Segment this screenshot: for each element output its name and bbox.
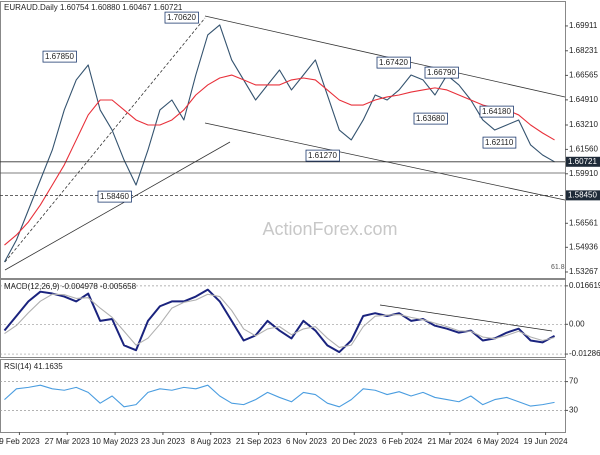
y-tick-label: 70	[569, 377, 578, 386]
annotation-box	[424, 66, 459, 79]
series-line	[4, 384, 555, 408]
chart-header: EURAUD.Daily 1.60754 1.60880 1.60467 1.6…	[4, 3, 183, 12]
panel-title: RSI(14) 41.1635	[4, 362, 63, 371]
series-line	[4, 293, 555, 348]
annotation-label: 1.64180	[482, 107, 511, 116]
annotation: 1.67850	[42, 50, 77, 63]
annotation-label: 1.66790	[427, 68, 456, 77]
y-tick-label: 1.66565	[569, 71, 598, 80]
channel-upper	[204, 15, 566, 98]
annotation: 61.8	[551, 264, 565, 271]
annotation: 1.70620	[164, 11, 199, 24]
y-tick-label: 1.59910	[569, 169, 598, 178]
rsi-panel	[0, 359, 566, 433]
x-tick-label: 6 Feb 2024	[382, 437, 423, 446]
series-line	[4, 74, 555, 246]
y-tick-label: 1.68231	[569, 46, 598, 55]
annotation: 1.64180	[479, 105, 514, 118]
y-tick-label: 1.54936	[569, 242, 598, 251]
price-panel	[0, 1, 566, 279]
price-label: 1.60721	[568, 157, 597, 166]
annotation-box	[164, 11, 199, 24]
x-tick-label: 10 May 2023	[92, 437, 139, 446]
y-tick-label: 0.016619	[569, 281, 600, 290]
annotation-label: 1.63680	[416, 114, 445, 123]
annotation-box	[482, 136, 517, 149]
macd-panel	[0, 279, 566, 358]
annotation-label: 1.62110	[485, 138, 514, 147]
annotation-box	[413, 112, 448, 125]
annotation-label: 61.8	[551, 264, 565, 271]
annotation: 1.61270	[305, 149, 340, 162]
x-tick-label: 21 Sep 2023	[236, 437, 282, 446]
watermark: ActionForex.com	[262, 219, 397, 239]
x-tick-label: 23 Jun 2023	[141, 437, 186, 446]
annotation-label: 1.67420	[379, 58, 408, 67]
annotation-box	[97, 190, 132, 203]
x-tick-label: 6 Nov 2023	[286, 437, 327, 446]
y-tick-label: 30	[569, 406, 578, 415]
annotation: 1.67420	[376, 56, 411, 69]
annotation-label: 1.67850	[45, 52, 74, 61]
annotation: 1.58460	[97, 190, 132, 203]
x-tick-label: 20 Dec 2023	[332, 437, 378, 446]
y-tick-label: 1.53267	[569, 267, 598, 276]
annotation: 1.62110	[482, 136, 517, 149]
y-tick-label: 1.64910	[569, 95, 598, 104]
y-tick-label: 1.63210	[569, 120, 598, 129]
price-label-box	[566, 190, 600, 201]
x-tick-label: 21 Mar 2024	[427, 437, 472, 446]
x-tick-label: 8 Aug 2023	[191, 437, 232, 446]
annotation: 1.66790	[424, 66, 459, 79]
panel-title: MACD(12,26,9) -0.004978 -0.005658	[4, 282, 137, 291]
annotation: 1.63680	[413, 112, 448, 125]
y-tick-label: 1.69911	[569, 21, 598, 30]
annotation-label: 1.70620	[167, 13, 196, 22]
annotation-box	[376, 56, 411, 69]
y-tick-label: -0.012864	[569, 349, 600, 358]
y-tick-label: 1.61560	[569, 144, 598, 153]
x-tick-label: 27 Mar 2023	[45, 437, 90, 446]
y-tick-label: 1.56561	[569, 218, 598, 227]
series-line	[3, 24, 555, 263]
annotation-label: 1.61270	[308, 151, 337, 160]
x-tick-label: 19 Jun 2024	[524, 437, 569, 446]
annotation-label: 1.58460	[100, 192, 129, 201]
price-label-box	[566, 156, 600, 167]
trend-dashed	[4, 17, 206, 263]
macd-trendline	[379, 304, 553, 332]
price-label: 1.58450	[568, 190, 597, 199]
trend-support	[4, 141, 231, 271]
x-tick-label: 9 Feb 2023	[0, 437, 40, 446]
annotation-box	[479, 105, 514, 118]
annotation-box	[305, 149, 340, 162]
y-tick-label: 0.00	[569, 319, 585, 328]
x-tick-label: 6 May 2024	[477, 437, 519, 446]
series-line	[3, 288, 556, 354]
annotation-box	[42, 50, 77, 63]
